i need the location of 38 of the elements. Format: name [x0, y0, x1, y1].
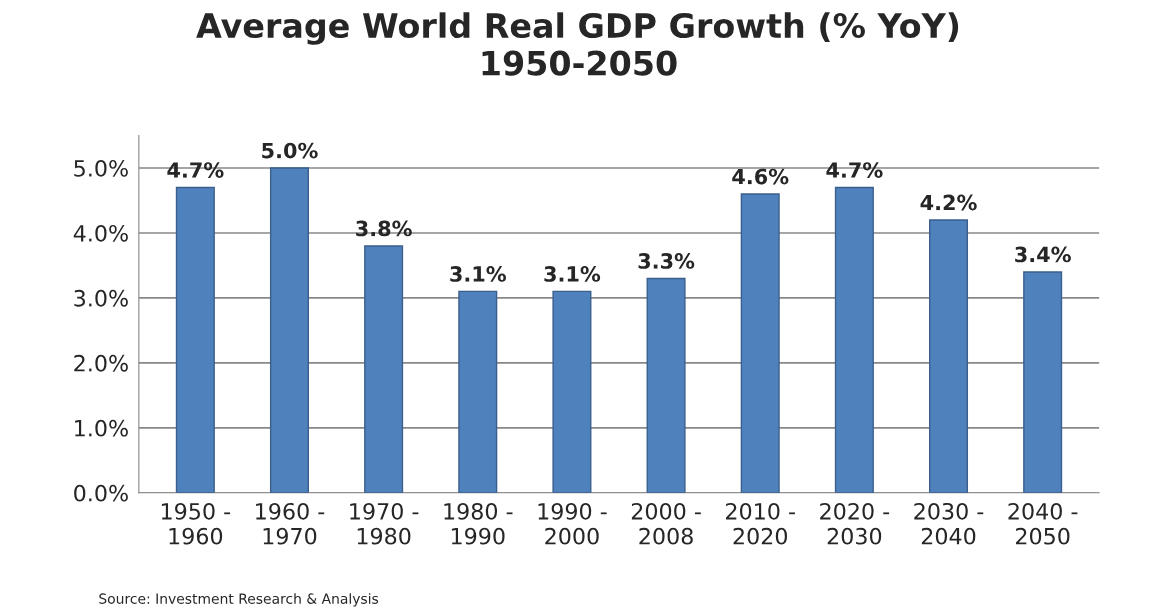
x-tick-label: 2040 - 2050	[1008, 502, 1078, 545]
x-tick-label: 2020 - 2030	[820, 502, 890, 545]
x-tick-label: 1960 - 1970	[256, 502, 325, 545]
source-note: Source: Investment Research & Analysis	[99, 593, 379, 607]
y-tick-label: 3.0%	[74, 289, 128, 307]
bar	[928, 219, 969, 493]
data-label: 3.3%	[638, 253, 695, 269]
bar	[364, 245, 404, 493]
x-tick-label: 2000 - 2008	[631, 502, 701, 545]
data-label: 4.6%	[732, 168, 789, 185]
bar	[1023, 271, 1063, 493]
y-tick-label: 0.0%	[74, 484, 128, 502]
data-label: 3.4%	[1015, 246, 1071, 263]
x-tick-label: 1980 - 1990	[444, 502, 513, 545]
bar	[740, 193, 780, 493]
y-tick-label: 5.0%	[74, 159, 128, 177]
x-tick-label: 2010 - 2020	[726, 502, 795, 545]
bar	[834, 186, 874, 493]
x-tick-label: 1970 - 1980	[350, 502, 419, 545]
bar	[646, 277, 686, 493]
bar	[175, 186, 215, 493]
data-label: 4.7%	[167, 162, 224, 178]
x-tick-label: 1950 - 1960	[161, 502, 231, 545]
chart-title: Average World Real GDP Growth (% YoY) 1950-2050	[196, 12, 959, 76]
y-tick-label: 2.0%	[74, 354, 128, 372]
data-label: 5.0%	[262, 142, 318, 159]
bar	[458, 290, 498, 493]
x-tick-label: 1990 - 2000	[538, 502, 607, 545]
data-label: 4.2%	[920, 194, 977, 211]
data-label: 3.1%	[544, 266, 601, 282]
x-tick-label: 2030 - 2040	[914, 502, 984, 545]
y-tick-label: 4.0%	[73, 224, 128, 242]
y-tick-label: 1.0%	[75, 419, 128, 437]
data-label: 3.8%	[356, 220, 412, 237]
bar	[552, 290, 592, 493]
data-label: 3.1%	[450, 266, 506, 282]
data-label: 4.7%	[826, 162, 883, 178]
bar	[269, 167, 310, 493]
